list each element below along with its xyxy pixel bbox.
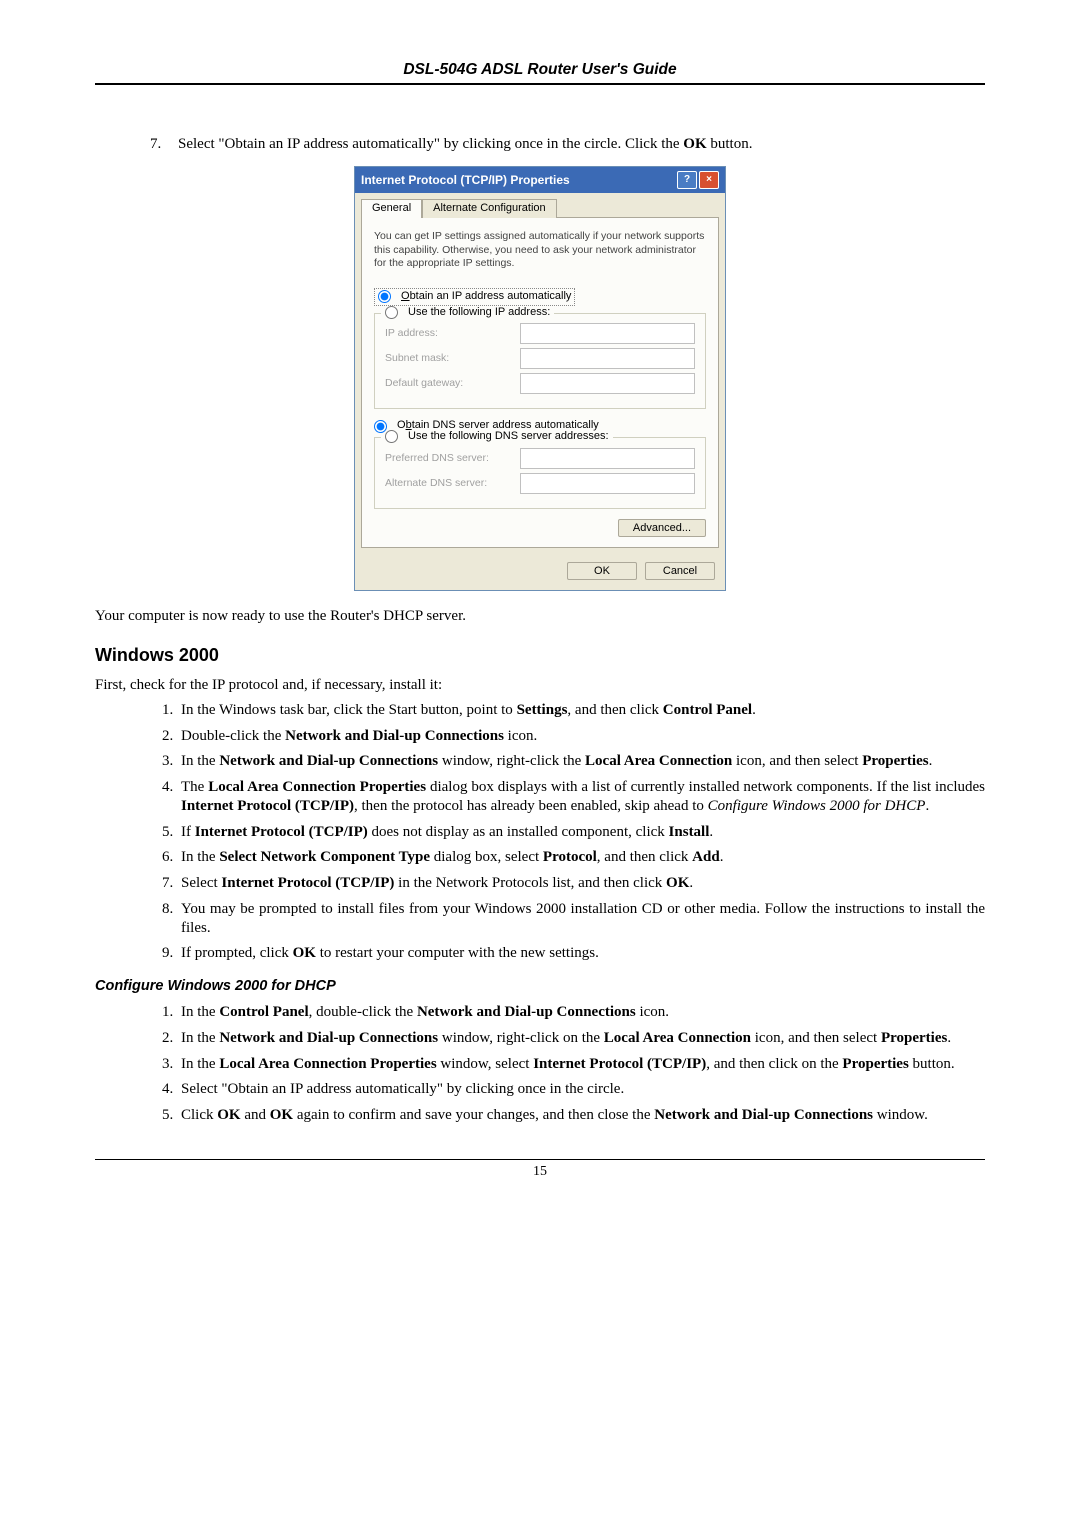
help-icon[interactable]: ? <box>677 171 697 189</box>
step-7: 7. Select "Obtain an IP address automati… <box>150 135 985 154</box>
list-item: Select Internet Protocol (TCP/IP) in the… <box>177 874 985 893</box>
list-item: In the Select Network Component Type dia… <box>177 848 985 867</box>
tab-body: You can get IP settings assigned automat… <box>361 217 719 548</box>
tcpip-dialog: Internet Protocol (TCP/IP) Properties ? … <box>354 166 726 591</box>
radio-use-dns-input[interactable] <box>385 430 398 443</box>
row-gateway: Default gateway: <box>385 373 695 394</box>
label-ip: IP address: <box>385 327 520 340</box>
ready-text: Your computer is now ready to use the Ro… <box>95 607 985 626</box>
input-ip[interactable] <box>520 323 695 344</box>
close-icon[interactable]: × <box>699 171 719 189</box>
ip-fieldset: Use the following IP address: IP address… <box>374 313 706 410</box>
tab-strip: General Alternate Configuration <box>355 193 725 218</box>
steps-list-a: In the Windows task bar, click the Start… <box>95 701 985 963</box>
label-gateway: Default gateway: <box>385 377 520 390</box>
tab-alternate[interactable]: Alternate Configuration <box>422 199 557 218</box>
radio-use-ip-label: Use the following IP address: <box>408 306 550 320</box>
dialog-titlebar: Internet Protocol (TCP/IP) Properties ? … <box>355 167 725 193</box>
dialog-bottom-buttons: OK Cancel <box>355 554 725 590</box>
configure-heading: Configure Windows 2000 for DHCP <box>95 977 985 995</box>
row-subnet: Subnet mask: <box>385 348 695 369</box>
dialog-screenshot: Internet Protocol (TCP/IP) Properties ? … <box>95 166 985 591</box>
input-alt-dns[interactable] <box>520 473 695 494</box>
input-pref-dns[interactable] <box>520 448 695 469</box>
label-subnet: Subnet mask: <box>385 352 520 365</box>
radio-obtain-ip-input[interactable] <box>378 290 391 303</box>
label-pref-dns: Preferred DNS server: <box>385 452 520 465</box>
list-item: If prompted, click OK to restart your co… <box>177 944 985 963</box>
step7-ok: OK <box>683 136 706 152</box>
list-item: Click OK and OK again to confirm and sav… <box>177 1106 985 1125</box>
input-subnet[interactable] <box>520 348 695 369</box>
input-gateway[interactable] <box>520 373 695 394</box>
radio-obtain-ip-label: Obtain an IP address automatically <box>401 290 571 304</box>
list-item: In the Network and Dial-up Connections w… <box>177 1029 985 1048</box>
advanced-row: Advanced... <box>374 519 706 537</box>
page-header: DSL-504G ADSL Router User's Guide <box>95 60 985 85</box>
cancel-button[interactable]: Cancel <box>645 562 715 580</box>
list-item: If Internet Protocol (TCP/IP) does not d… <box>177 823 985 842</box>
radio-use-dns-label: Use the following DNS server addresses: <box>408 430 609 444</box>
radio-use-ip[interactable]: Use the following IP address: <box>381 306 554 320</box>
radio-use-ip-input[interactable] <box>385 306 398 319</box>
page-number: 15 <box>533 1164 547 1179</box>
radio-obtain-ip[interactable]: Obtain an IP address automatically <box>374 288 575 306</box>
label-alt-dns: Alternate DNS server: <box>385 477 520 490</box>
list-item: In the Windows task bar, click the Start… <box>177 701 985 720</box>
list-item: In the Network and Dial-up Connections w… <box>177 752 985 771</box>
win2000-intro: First, check for the IP protocol and, if… <box>95 676 985 695</box>
row-pref-dns: Preferred DNS server: <box>385 448 695 469</box>
list-item: You may be prompted to install files fro… <box>177 900 985 938</box>
tab-general[interactable]: General <box>361 199 422 218</box>
page-footer: 15 <box>95 1159 985 1181</box>
list-item: In the Local Area Connection Properties … <box>177 1055 985 1074</box>
radio-use-dns[interactable]: Use the following DNS server addresses: <box>381 430 613 444</box>
dialog-description: You can get IP settings assigned automat… <box>374 230 706 271</box>
steps-list-b: In the Control Panel, double-click the N… <box>95 1003 985 1125</box>
list-item: In the Control Panel, double-click the N… <box>177 1003 985 1022</box>
row-alt-dns: Alternate DNS server: <box>385 473 695 494</box>
dns-fieldset: Use the following DNS server addresses: … <box>374 437 706 509</box>
titlebar-buttons: ? × <box>677 171 719 189</box>
windows-2000-heading: Windows 2000 <box>95 644 985 667</box>
list-item: Select "Obtain an IP address automatical… <box>177 1080 985 1099</box>
step7-post: button. <box>707 136 753 152</box>
step7-pre: Select "Obtain an IP address automatical… <box>178 136 683 152</box>
advanced-button[interactable]: Advanced... <box>618 519 706 537</box>
dialog-title-text: Internet Protocol (TCP/IP) Properties <box>361 173 570 188</box>
list-item: Double-click the Network and Dial-up Con… <box>177 727 985 746</box>
row-ip: IP address: <box>385 323 695 344</box>
list-item: The Local Area Connection Properties dia… <box>177 778 985 816</box>
step-number: 7. <box>150 135 178 154</box>
ok-button[interactable]: OK <box>567 562 637 580</box>
step-text: Select "Obtain an IP address automatical… <box>178 135 985 154</box>
